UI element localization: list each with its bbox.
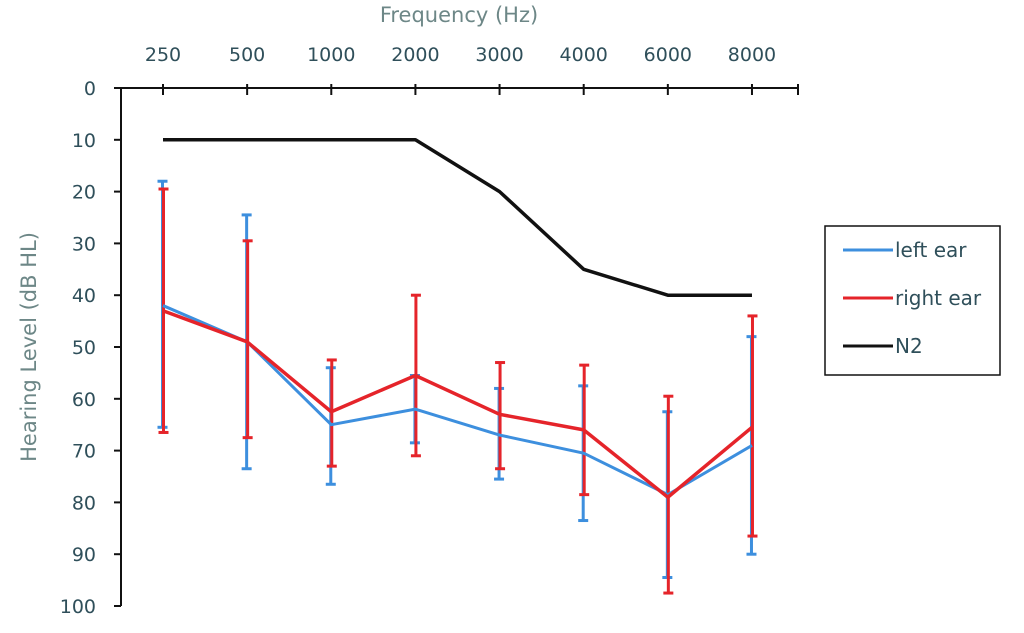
series-line-right-ear: [162, 309, 754, 499]
y-tick-label: 70: [72, 441, 96, 463]
x-tick-label: 8000: [728, 44, 776, 66]
legend-label-left-ear: left ear: [895, 238, 967, 262]
x-tick-label: 4000: [560, 44, 608, 66]
y-tick-label: 80: [72, 492, 96, 514]
x-tick-label: 250: [145, 44, 181, 66]
y-tick-label: 90: [72, 544, 96, 566]
y-tick-label: 30: [72, 233, 96, 255]
legend-label-n2: N2: [895, 334, 923, 358]
x-tick-label: 3000: [475, 44, 523, 66]
x-tick-label: 500: [229, 44, 265, 66]
y-tick-label: 10: [72, 130, 96, 152]
y-tick-label: 0: [84, 78, 96, 100]
y-tick-label: 40: [72, 285, 96, 307]
series-lines: [162, 138, 754, 499]
y-tick-label: 50: [72, 337, 96, 359]
x-axis-title: Frequency (Hz): [380, 3, 538, 27]
legend: left ear right ear N2: [824, 225, 1001, 376]
y-ticks: 0 10 20 30 40 50 60 70 80 90 100: [60, 78, 121, 618]
y-tick-label: 60: [72, 389, 96, 411]
legend-label-right-ear: right ear: [895, 286, 982, 310]
x-tick-label: 1000: [307, 44, 355, 66]
y-tick-label: 100: [60, 596, 96, 618]
series-line-left-ear: [162, 304, 753, 497]
y-tick-label: 20: [72, 182, 96, 204]
error-bars: [157, 179, 758, 595]
series-line-n2: [163, 138, 752, 297]
x-tick-label: 2000: [391, 44, 439, 66]
x-tick-label: 6000: [644, 44, 692, 66]
x-ticks: 250 500 1000 2000 3000 4000 6000 8000: [145, 44, 799, 95]
y-axis-title: Hearing Level (dB HL): [17, 232, 41, 462]
